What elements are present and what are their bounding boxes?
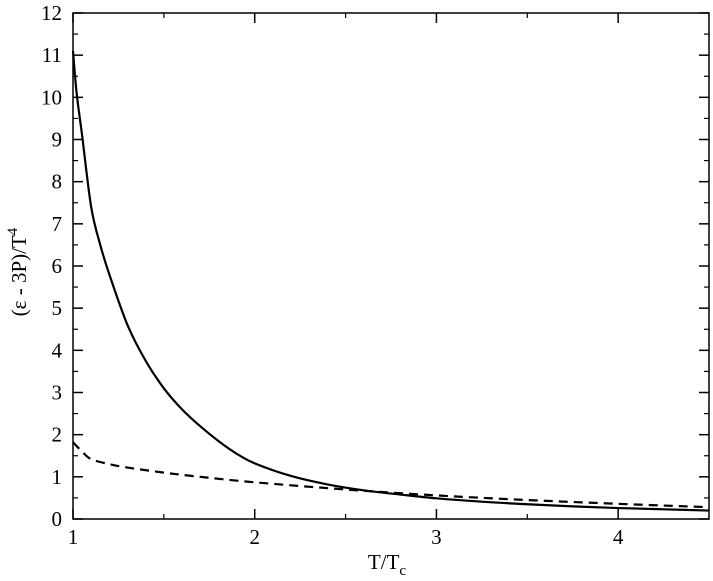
y-tick-label: 3 bbox=[52, 381, 63, 405]
x-axis-label-main: T/T bbox=[368, 550, 400, 574]
y-tick-label: 9 bbox=[52, 128, 63, 152]
y-axis-label: (ε - 3P)/T4 bbox=[5, 227, 31, 316]
y-tick-label: 0 bbox=[52, 507, 63, 531]
y-tick-label: 4 bbox=[52, 338, 63, 362]
y-axis-label-superscript: 4 bbox=[5, 227, 21, 235]
y-tick-label: 2 bbox=[52, 423, 63, 447]
y-tick-label: 7 bbox=[52, 212, 63, 236]
y-tick-label: 1 bbox=[52, 465, 63, 489]
x-tick-label: 4 bbox=[613, 525, 624, 549]
x-axis-label: T/Tc bbox=[368, 550, 407, 579]
y-axis-label-main: (ε - 3P)/T bbox=[7, 235, 31, 316]
series-layer bbox=[71, 50, 710, 512]
series-line-dashed bbox=[72, 441, 710, 509]
y-tick-label: 6 bbox=[52, 254, 63, 278]
y-tick-label: 5 bbox=[52, 296, 63, 320]
x-tick-label: 1 bbox=[68, 525, 79, 549]
x-axis-label-subscript: c bbox=[399, 563, 406, 579]
plot-area-frame bbox=[72, 12, 710, 520]
y-tick-label: 10 bbox=[41, 85, 62, 109]
x-tick-label: 2 bbox=[249, 525, 260, 549]
series-line-solid bbox=[71, 50, 710, 512]
y-tick-label: 11 bbox=[42, 43, 62, 67]
y-tick-label: 8 bbox=[52, 170, 63, 194]
y-tick-label: 12 bbox=[41, 1, 62, 25]
x-tick-label: 3 bbox=[431, 525, 442, 549]
tick-marks bbox=[72, 12, 709, 520]
